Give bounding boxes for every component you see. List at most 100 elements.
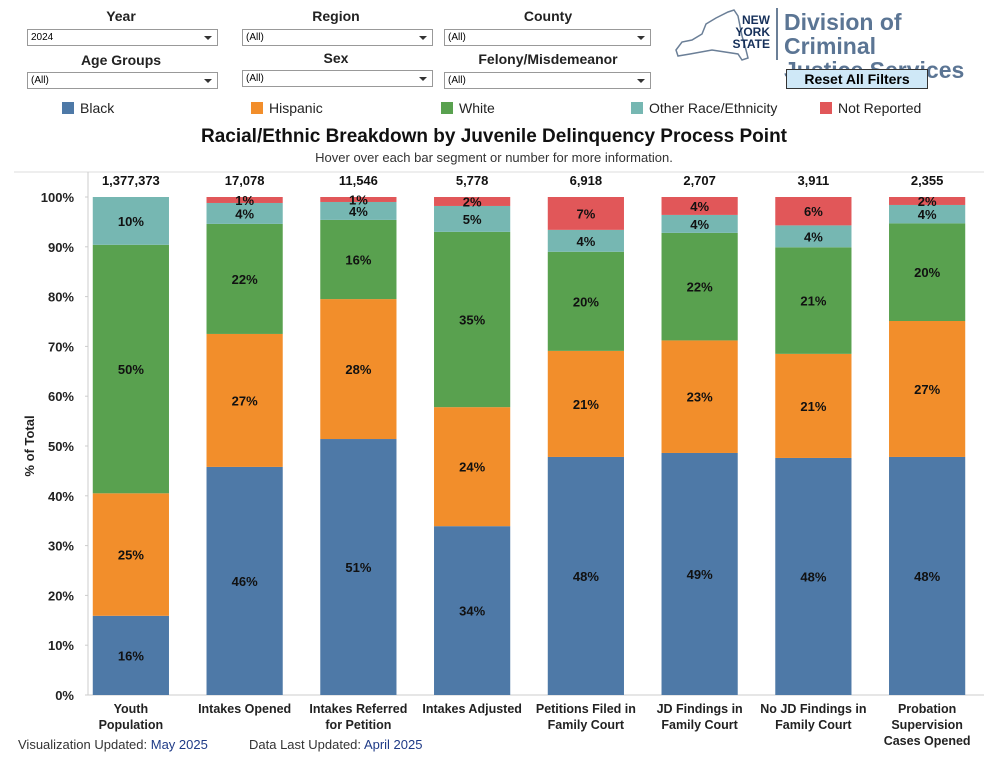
- bar-segment: [775, 457, 852, 695]
- filter-dropdown[interactable]: 2024: [27, 29, 218, 46]
- data-label: 21%: [800, 399, 826, 414]
- legend-swatch: [820, 102, 832, 114]
- filter-label: Year: [106, 8, 136, 24]
- legend-swatch: [62, 102, 74, 114]
- bar-segment: [320, 219, 397, 300]
- bar-segment: [206, 223, 283, 334]
- data-label: 21%: [573, 397, 599, 412]
- bar-segment: [547, 229, 624, 252]
- filter-dropdown[interactable]: (All): [444, 29, 651, 46]
- chart-subtitle: Hover over each bar segment or number fo…: [315, 150, 673, 165]
- y-tick-label: 60%: [48, 389, 74, 404]
- x-tick-label: JD Findings in Family Court: [656, 702, 743, 732]
- data-label: 4%: [349, 204, 368, 219]
- data-label: 35%: [459, 313, 485, 328]
- data-label: 46%: [232, 574, 258, 589]
- legend-item: Black: [62, 100, 114, 116]
- data-label: 4%: [804, 229, 823, 244]
- x-tick-label: No JD Findings in Family Court: [760, 702, 867, 732]
- bar-segment: [889, 223, 966, 322]
- data-label: 4%: [576, 234, 595, 249]
- bar-segment: [92, 197, 169, 245]
- legend-label: Hispanic: [269, 100, 323, 116]
- bar-segment: [661, 452, 738, 695]
- filter-label: County: [523, 8, 573, 24]
- y-tick-label: 40%: [48, 489, 74, 504]
- bar-segment: [547, 251, 624, 351]
- y-tick-label: 90%: [48, 240, 74, 255]
- filter-dropdown[interactable]: (All): [444, 72, 651, 89]
- bar-segment: [206, 466, 283, 695]
- bar-segment: [547, 197, 624, 230]
- legend-label: White: [459, 100, 495, 116]
- legend-swatch: [441, 102, 453, 114]
- footer-label: Visualization Updated:: [18, 737, 148, 752]
- filter-dropdown[interactable]: (All): [242, 70, 433, 87]
- bar-total: 5,778: [456, 173, 489, 188]
- x-tick-label: Intakes Opened: [198, 702, 292, 716]
- filter-dropdown[interactable]: (All): [242, 29, 433, 46]
- y-tick-label: 10%: [48, 638, 74, 653]
- data-label: 1%: [235, 193, 254, 208]
- legend-item: Not Reported: [820, 100, 921, 116]
- legend-item: Hispanic: [251, 100, 323, 116]
- bar-total: 3,911: [797, 173, 829, 188]
- bar-segment: [889, 197, 966, 205]
- data-label: 22%: [232, 272, 258, 287]
- bar-segment: [889, 456, 966, 695]
- chart-title: Racial/Ethnic Breakdown by Juvenile Deli…: [200, 126, 787, 147]
- bar-segment: [775, 197, 852, 226]
- data-label: 24%: [459, 460, 485, 475]
- bar-segment: [92, 244, 169, 494]
- bar-total: 2,707: [683, 173, 716, 188]
- legend-swatch: [251, 102, 263, 114]
- state-shape: [675, 9, 749, 61]
- bar-segment: [434, 526, 511, 695]
- x-tick-label: Intakes Referred for Petition: [309, 702, 408, 732]
- y-tick-label: 20%: [48, 588, 74, 603]
- y-tick-label: 0%: [55, 688, 74, 703]
- bar-segment: [547, 350, 624, 457]
- data-label: 4%: [690, 217, 709, 232]
- data-label: 20%: [914, 265, 940, 280]
- data-label: 4%: [235, 206, 254, 221]
- bar-segment: [775, 353, 852, 458]
- bar-segment: [434, 205, 511, 232]
- filter-label: Age Groups: [80, 52, 162, 68]
- y-tick-label: 80%: [48, 290, 74, 305]
- data-label: 10%: [118, 214, 144, 229]
- bar-segment: [889, 321, 966, 457]
- bar-segment: [434, 197, 511, 206]
- bar-total: 11,546: [339, 173, 378, 188]
- filter-dropdown[interactable]: (All): [27, 72, 218, 89]
- bar-segment: [547, 456, 624, 695]
- data-label: 49%: [687, 567, 713, 582]
- legend-item: Other Race/Ethnicity: [631, 100, 777, 116]
- logo-state: NEW YORK STATE: [732, 13, 770, 51]
- footer-date: May 2025: [150, 737, 208, 752]
- reset-button[interactable]: Reset All Filters: [786, 69, 928, 89]
- data-label: 7%: [576, 206, 595, 221]
- x-tick-label: Youth Population: [98, 702, 164, 732]
- data-label: 20%: [573, 294, 599, 309]
- bar-segment: [320, 439, 397, 695]
- footer-date: April 2025: [363, 737, 423, 752]
- data-label: 23%: [687, 390, 713, 405]
- filter-label: Felony/Misdemeanor: [478, 51, 618, 67]
- data-label: 4%: [918, 207, 937, 222]
- data-label: 48%: [573, 569, 599, 584]
- bar-segment: [92, 493, 169, 616]
- data-label: 2%: [918, 194, 937, 209]
- bar-segment: [661, 232, 738, 341]
- bar-segment: [206, 197, 283, 203]
- data-label: 16%: [118, 648, 144, 663]
- filter-label: Sex: [323, 50, 349, 66]
- data-label: 21%: [800, 294, 826, 309]
- legend: Black Hispanic White Other Race/Ethnicity No…: [0, 100, 988, 118]
- bar-segment: [320, 299, 397, 440]
- data-label: 50%: [118, 362, 144, 377]
- y-tick-label: 100%: [41, 190, 75, 205]
- data-label: 51%: [345, 560, 371, 575]
